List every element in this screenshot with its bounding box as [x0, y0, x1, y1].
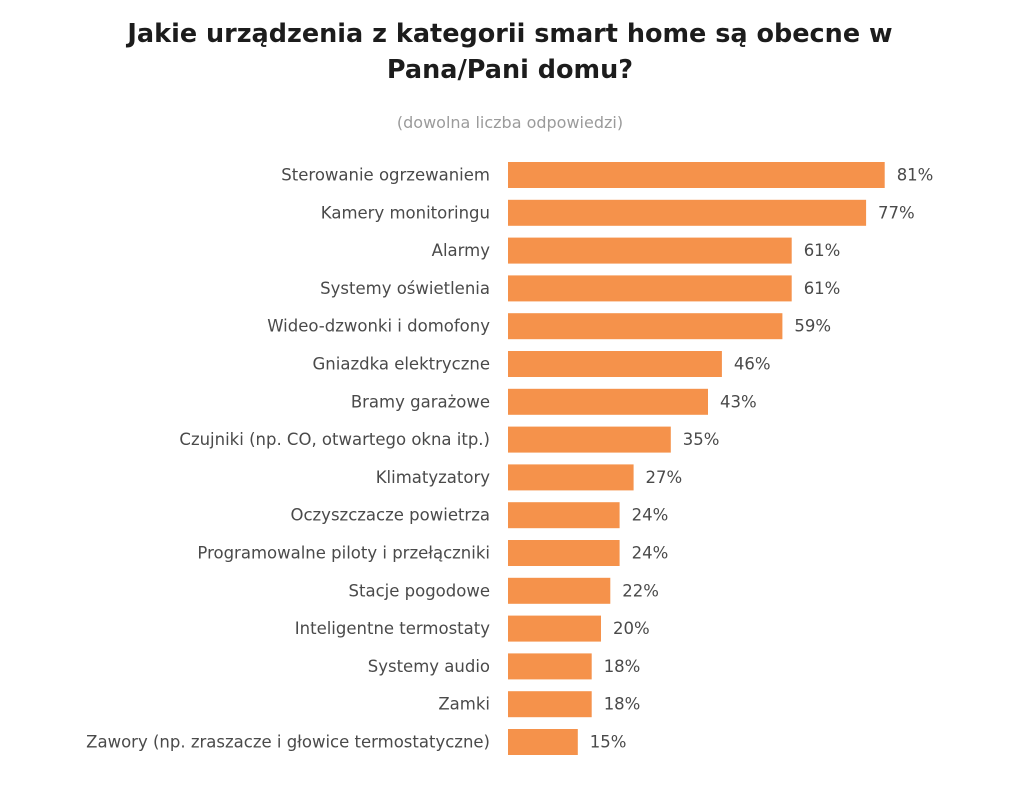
chart-title: Jakie urządzenia z kategorii smart home …	[127, 19, 893, 85]
category-label: Systemy oświetlenia	[320, 279, 490, 298]
bar	[508, 313, 783, 340]
bar	[508, 237, 792, 264]
category-label: Wideo-dzwonki i domofony	[267, 317, 490, 336]
category-label: Inteligentne termostaty	[295, 619, 490, 638]
category-label: Gniazdka elektryczne	[313, 355, 491, 374]
value-label: 24%	[632, 544, 669, 563]
value-label: 59%	[794, 317, 831, 336]
category-label: Oczyszczacze powietrza	[290, 506, 490, 525]
value-label: 35%	[683, 430, 720, 449]
value-label: 46%	[734, 355, 771, 374]
category-label: Stacje pogodowe	[349, 581, 490, 600]
chart-subtitle: (dowolna liczba odpowiedzi)	[396, 113, 624, 132]
category-label: Systemy audio	[368, 657, 490, 676]
category-label: Zawory (np. zraszacze i głowice termosta…	[86, 733, 490, 752]
bar	[508, 653, 592, 680]
bar	[508, 691, 592, 718]
bar	[508, 729, 578, 755]
bar	[508, 615, 601, 642]
bar	[508, 540, 620, 566]
category-label: Czujniki (np. CO, otwartego okna itp.)	[179, 430, 490, 449]
value-label: 77%	[878, 203, 915, 222]
bar	[508, 275, 792, 302]
value-label: 22%	[622, 581, 659, 600]
value-label: 18%	[604, 695, 641, 714]
category-label: Bramy garażowe	[351, 392, 490, 411]
value-label: 81%	[897, 166, 934, 185]
category-label: Kamery monitoringu	[321, 203, 490, 222]
value-label: 15%	[590, 733, 627, 752]
bar	[508, 388, 708, 415]
bar	[508, 502, 620, 529]
category-label: Alarmy	[432, 241, 491, 260]
value-label: 61%	[804, 241, 841, 260]
category-label: Zamki	[438, 695, 490, 714]
value-label: 20%	[613, 619, 650, 638]
category-label: Klimatyzatory	[376, 468, 491, 487]
bar	[508, 351, 722, 377]
category-label: Programowalne piloty i przełączniki	[197, 544, 490, 563]
bar	[508, 464, 634, 491]
value-label: 61%	[804, 279, 841, 298]
value-label: 27%	[646, 468, 683, 487]
value-label: 24%	[632, 506, 669, 525]
bar	[508, 162, 885, 188]
value-label: 18%	[604, 657, 641, 676]
bar	[508, 199, 867, 226]
bar	[508, 577, 611, 604]
bar	[508, 426, 671, 453]
value-label: 43%	[720, 392, 757, 411]
category-label: Sterowanie ogrzewaniem	[281, 166, 490, 185]
